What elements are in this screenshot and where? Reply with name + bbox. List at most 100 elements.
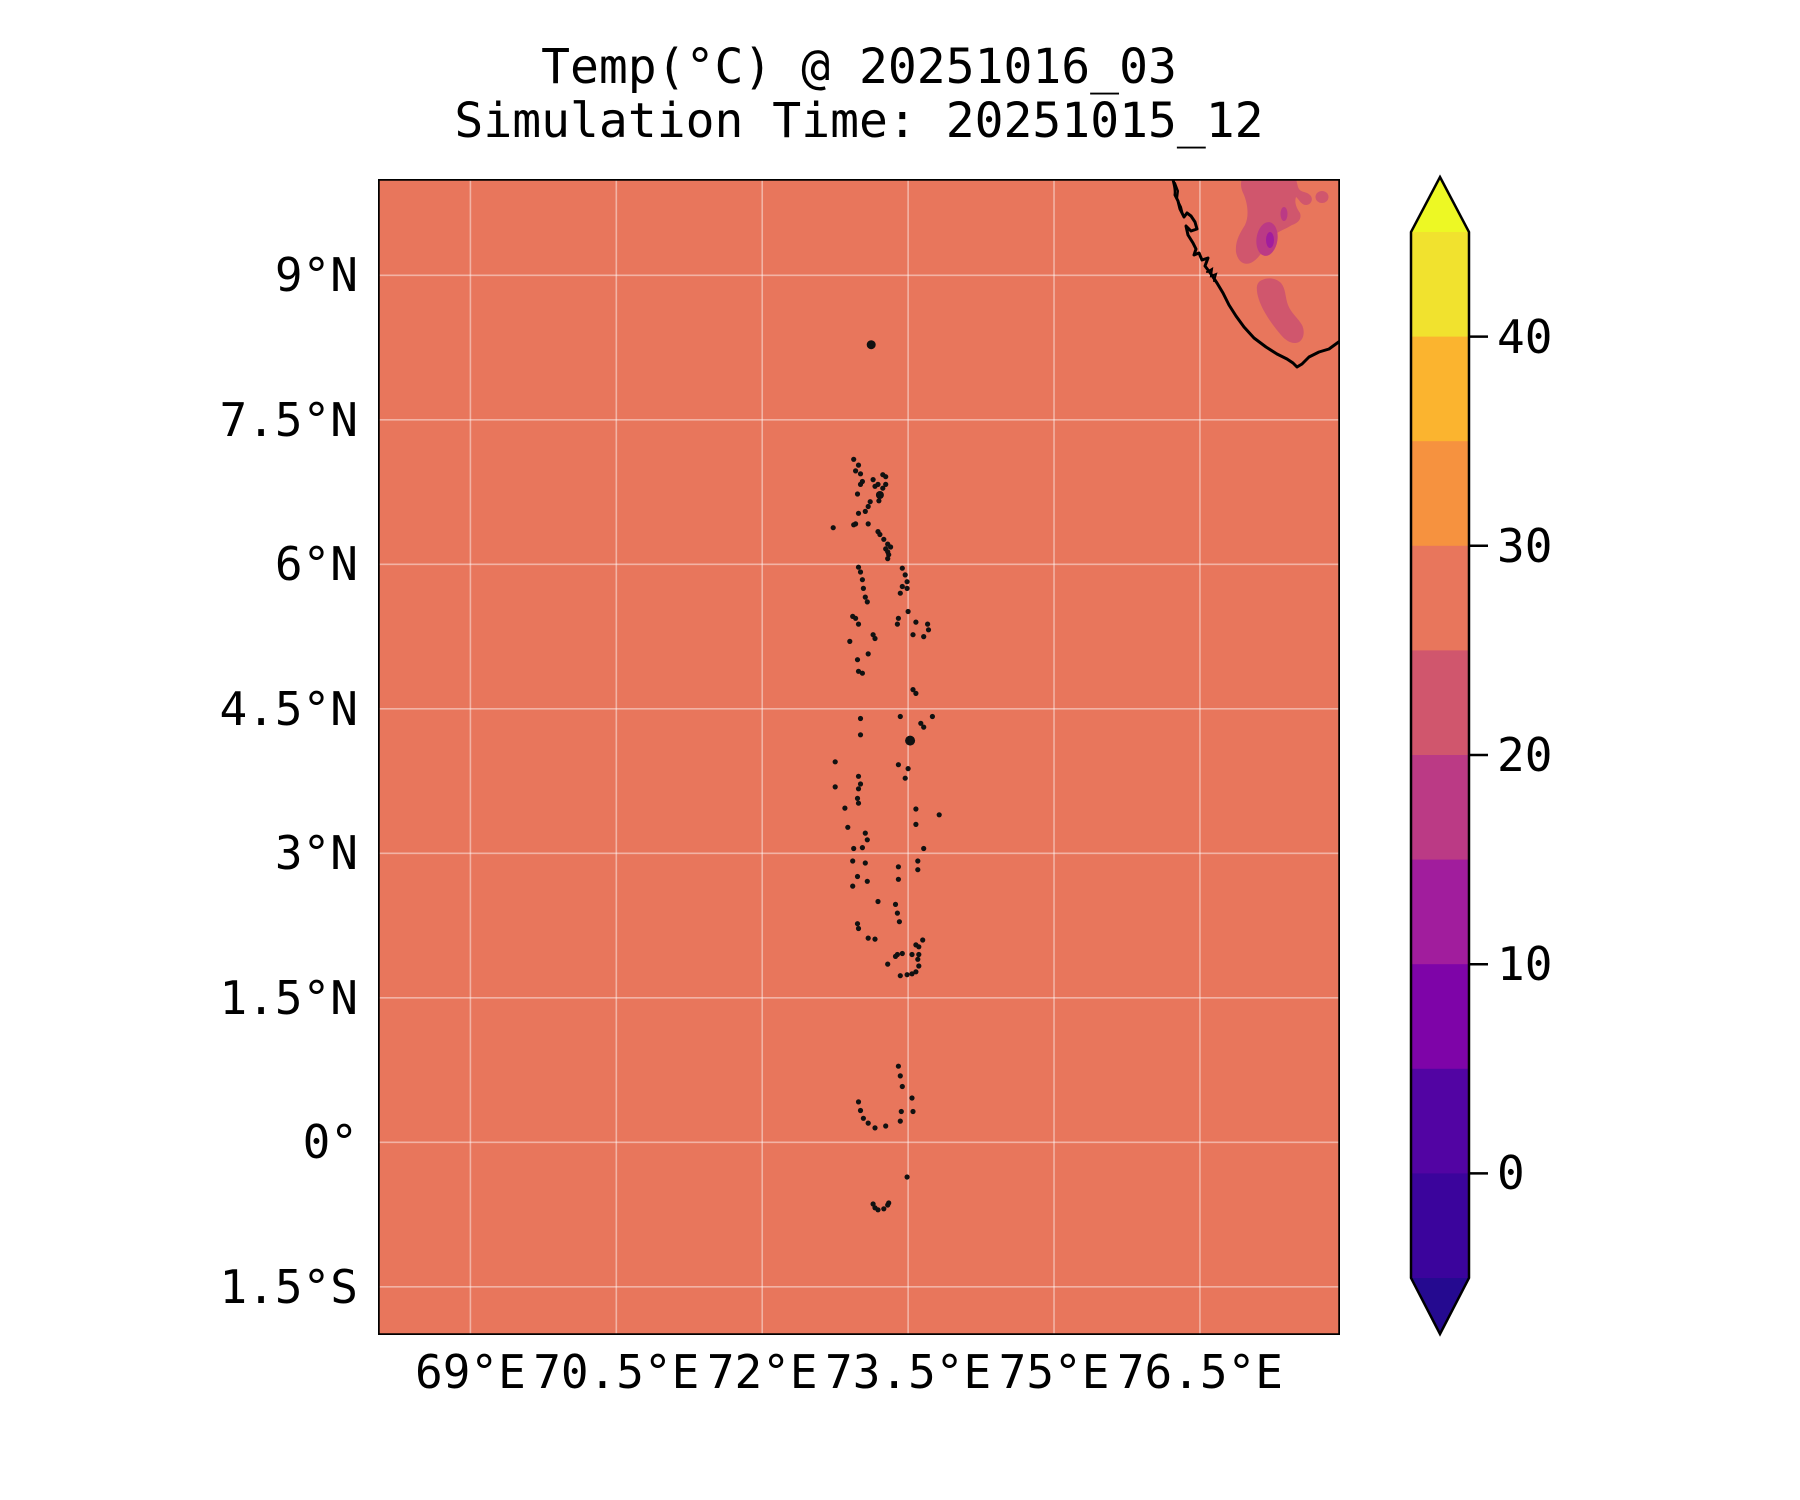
island-dot [899, 565, 905, 571]
island-dot [897, 590, 903, 596]
island-dot [875, 898, 881, 905]
island-dot [851, 845, 857, 852]
island-dot [905, 735, 916, 746]
island-dot [915, 867, 921, 873]
lat-tick-label: 0° [302, 1115, 358, 1170]
island-dot [921, 845, 927, 852]
island-dot [857, 715, 864, 722]
colorbar-tick-label: 0 [1497, 1146, 1525, 1201]
lat-tick-label: 7.5°N [219, 392, 358, 447]
island-dot [910, 687, 916, 693]
island-dot [855, 668, 862, 674]
island-dot [921, 724, 927, 730]
patch-rose-south [1256, 278, 1304, 344]
island-dot [913, 619, 919, 625]
island-dot [895, 876, 902, 882]
colorbar-extend-below [1411, 1278, 1469, 1334]
island-dot [909, 1095, 915, 1101]
colorbar-band [1411, 1173, 1469, 1279]
colorbar-band [1411, 1068, 1469, 1174]
island-dot [855, 800, 862, 806]
lon-tick-label: 72°E [706, 1345, 818, 1399]
gridlines [378, 179, 1340, 1335]
island-dot [910, 1108, 916, 1115]
island-dot [905, 608, 911, 615]
colorbar-band [1411, 336, 1469, 442]
island-dot [855, 564, 862, 570]
sea-fill [378, 179, 1340, 1335]
island-dot [876, 498, 882, 504]
island-dot [915, 956, 921, 962]
colorbar-band [1411, 441, 1469, 547]
island-dot [896, 919, 903, 925]
island-dot [910, 632, 916, 638]
colorbar [1409, 174, 1488, 1337]
colorbar-bands [1411, 177, 1469, 1334]
lat-tick-label: 6°N [274, 537, 358, 592]
island-dot [862, 830, 868, 836]
island-dot [860, 585, 866, 591]
colorbar-band [1411, 545, 1469, 651]
patch-rose-dot [1315, 191, 1329, 203]
island-dot [925, 627, 932, 633]
island-dot [855, 621, 862, 627]
island-dot [913, 690, 919, 696]
lat-tick-label: 3°N [274, 826, 358, 881]
island-dot [904, 972, 910, 978]
lon-tick-label: 69°E [415, 1345, 526, 1399]
island-dot [883, 481, 889, 487]
island-dot [916, 944, 922, 950]
island-dot [855, 773, 862, 779]
island-dot [855, 1099, 862, 1105]
colorbar-tick-label: 30 [1497, 518, 1553, 573]
island-dot [881, 1206, 887, 1212]
island-dot [913, 806, 919, 812]
island-dot [913, 821, 919, 828]
island-dot [864, 837, 870, 843]
lon-tick-label: 70.5°E [533, 1345, 700, 1399]
island-dot [897, 973, 903, 979]
colorbar-tick-label: 40 [1497, 309, 1553, 364]
island-dot [853, 615, 859, 621]
island-dot [894, 910, 901, 916]
island-dot [916, 963, 922, 969]
island-dot [855, 462, 862, 468]
island-dot [885, 961, 891, 967]
island-dot [854, 921, 861, 927]
island-dot [850, 858, 856, 864]
island-dot [857, 569, 864, 575]
colorbar-band [1411, 755, 1469, 861]
island-dot [872, 635, 878, 642]
island-dot [832, 784, 838, 790]
island-dot [862, 594, 868, 600]
island-dot [854, 795, 861, 802]
island-dot [888, 544, 894, 550]
island-dot [883, 1123, 889, 1129]
island-dot [832, 759, 838, 765]
island-dot [913, 969, 919, 975]
lon-tick-label: 73.5°E [825, 1345, 992, 1399]
island-dot [899, 1083, 905, 1090]
island-dot [897, 1073, 903, 1079]
island-dot [865, 651, 871, 657]
island-dot [885, 556, 891, 562]
island-dot [909, 971, 915, 977]
island-dot [881, 536, 887, 542]
island-dot [854, 657, 861, 663]
india-coastline-path [1171, 179, 1340, 369]
colorbar-tick-label: 10 [1497, 937, 1553, 992]
island-dot [936, 812, 942, 818]
island-dot [862, 860, 868, 866]
island-dot [916, 951, 922, 958]
island-dot [865, 521, 871, 527]
title-line-1: Temp(°C) @ 20251016_03 [541, 39, 1177, 95]
island-dot [851, 522, 857, 528]
lon-tick-label: 75°E [998, 1345, 1110, 1399]
island-dot [854, 873, 861, 880]
island-dot [866, 340, 876, 350]
island-dot [864, 878, 870, 884]
island-dot [872, 1125, 878, 1131]
colorbar-tick-marks [1469, 335, 1488, 1175]
map-plot [378, 179, 1340, 1335]
